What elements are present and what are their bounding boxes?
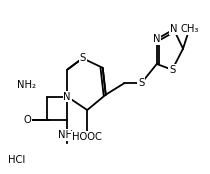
Text: S: S [169,65,175,75]
Text: S: S [138,78,144,88]
Text: S: S [79,53,86,63]
Text: N: N [153,34,160,44]
Text: O: O [23,115,31,125]
Text: N: N [170,25,177,34]
Text: NH₂: NH₂ [58,130,77,140]
Text: NH₂: NH₂ [17,80,37,90]
Text: HOOC: HOOC [72,132,102,142]
Text: CH₃: CH₃ [180,25,198,34]
Text: N: N [63,92,71,102]
Text: HCl: HCl [8,155,25,165]
